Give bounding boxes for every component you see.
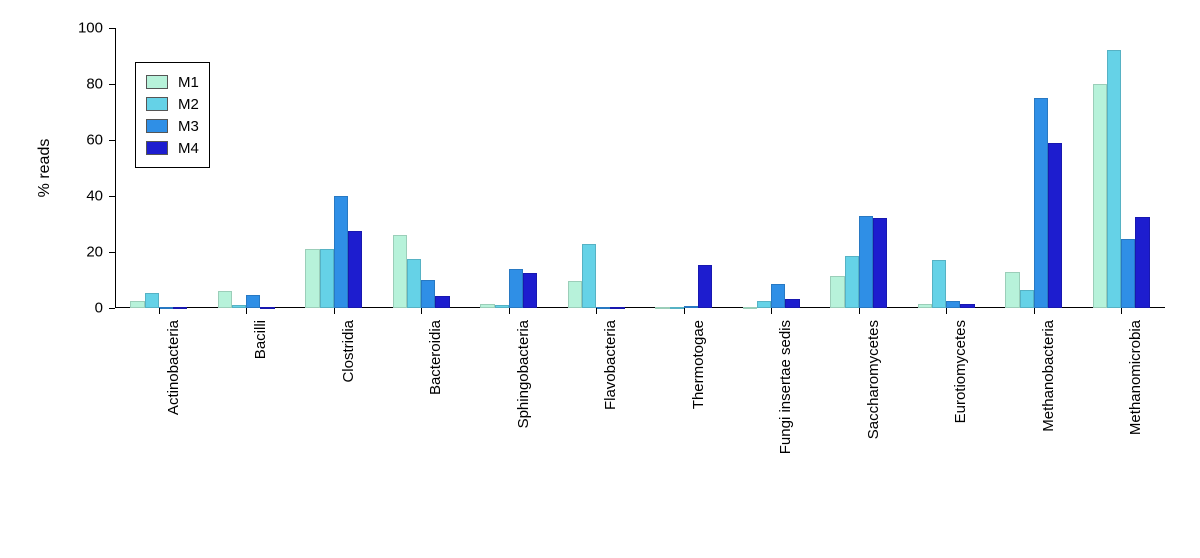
bar bbox=[260, 307, 274, 309]
legend-item: M3 bbox=[146, 115, 199, 137]
legend-item: M4 bbox=[146, 137, 199, 159]
x-tick bbox=[771, 308, 772, 314]
plot-area bbox=[115, 28, 1165, 308]
bar bbox=[218, 291, 232, 308]
bar bbox=[320, 249, 334, 308]
bar bbox=[757, 301, 771, 308]
x-tick-label: Fungi insertae sedis bbox=[777, 320, 794, 520]
y-tick-label: 60 bbox=[0, 132, 103, 149]
legend-label: M1 bbox=[178, 74, 199, 91]
bar bbox=[596, 307, 610, 309]
bar bbox=[873, 218, 887, 308]
bar bbox=[582, 244, 596, 308]
bar bbox=[145, 293, 159, 308]
x-tick bbox=[859, 308, 860, 314]
bar bbox=[421, 280, 435, 308]
bar bbox=[159, 307, 173, 309]
bar bbox=[334, 196, 348, 308]
bar bbox=[480, 304, 494, 308]
y-tick-label: 20 bbox=[0, 244, 103, 261]
bar bbox=[435, 296, 449, 308]
legend-item: M1 bbox=[146, 71, 199, 93]
x-tick bbox=[596, 308, 597, 314]
legend-swatch bbox=[146, 97, 168, 111]
bar bbox=[1135, 217, 1149, 308]
y-tick bbox=[109, 308, 115, 309]
bar bbox=[130, 301, 144, 308]
bar bbox=[232, 305, 246, 308]
x-tick bbox=[246, 308, 247, 314]
bar bbox=[845, 256, 859, 308]
legend-swatch bbox=[146, 75, 168, 89]
bar bbox=[830, 276, 844, 308]
bar bbox=[348, 231, 362, 308]
bar bbox=[1107, 50, 1121, 308]
bar bbox=[173, 307, 187, 309]
y-tick bbox=[109, 252, 115, 253]
x-tick-label: Actinobacteria bbox=[165, 320, 182, 520]
bar bbox=[684, 306, 698, 308]
x-tick-label: Bacilli bbox=[252, 320, 269, 520]
bar bbox=[407, 259, 421, 308]
bar bbox=[495, 305, 509, 308]
x-tick bbox=[159, 308, 160, 314]
bar bbox=[960, 304, 974, 308]
bar bbox=[393, 235, 407, 308]
legend-label: M4 bbox=[178, 140, 199, 157]
bar bbox=[785, 299, 799, 308]
bar bbox=[918, 304, 932, 308]
chart-container: % reads M1M2M3M4 020406080100Actinobacte… bbox=[0, 0, 1200, 558]
legend-item: M2 bbox=[146, 93, 199, 115]
x-tick bbox=[1121, 308, 1122, 314]
bar bbox=[932, 260, 946, 308]
bar bbox=[246, 295, 260, 308]
y-tick bbox=[109, 196, 115, 197]
x-tick-label: Saccharomycetes bbox=[865, 320, 882, 520]
bar bbox=[1020, 290, 1034, 308]
x-tick-label: Methanomicrobia bbox=[1127, 320, 1144, 520]
bar bbox=[655, 307, 669, 309]
legend: M1 M2 M3 M4 bbox=[135, 62, 210, 168]
bar bbox=[523, 273, 537, 308]
bar bbox=[670, 307, 684, 309]
bar bbox=[698, 265, 712, 308]
x-tick bbox=[1034, 308, 1035, 314]
x-tick bbox=[509, 308, 510, 314]
bar bbox=[568, 281, 582, 308]
x-tick bbox=[946, 308, 947, 314]
bar bbox=[509, 269, 523, 308]
y-tick-label: 40 bbox=[0, 188, 103, 205]
x-tick-label: Clostridia bbox=[340, 320, 357, 520]
x-tick-label: Thermotogae bbox=[690, 320, 707, 520]
legend-label: M3 bbox=[178, 118, 199, 135]
bar bbox=[1048, 143, 1062, 308]
x-tick-label: Methanobacteria bbox=[1040, 320, 1057, 520]
bar bbox=[305, 249, 319, 308]
y-tick bbox=[109, 140, 115, 141]
y-tick-label: 0 bbox=[0, 300, 103, 317]
bar bbox=[771, 284, 785, 308]
bar bbox=[1121, 239, 1135, 308]
x-tick bbox=[334, 308, 335, 314]
x-tick-label: Eurotiomycetes bbox=[952, 320, 969, 520]
y-tick bbox=[109, 28, 115, 29]
x-tick-label: Bacteroidia bbox=[427, 320, 444, 520]
x-tick-label: Flavobacteria bbox=[602, 320, 619, 520]
x-tick-label: Sphingobacteria bbox=[515, 320, 532, 520]
bar bbox=[1005, 272, 1019, 308]
y-tick-label: 100 bbox=[0, 20, 103, 37]
x-tick bbox=[421, 308, 422, 314]
bar bbox=[1093, 84, 1107, 308]
bar bbox=[859, 216, 873, 308]
bar bbox=[743, 307, 757, 309]
y-tick-label: 80 bbox=[0, 76, 103, 93]
bar bbox=[1034, 98, 1048, 308]
y-tick bbox=[109, 84, 115, 85]
bar bbox=[610, 307, 624, 309]
legend-swatch bbox=[146, 141, 168, 155]
legend-swatch bbox=[146, 119, 168, 133]
legend-label: M2 bbox=[178, 96, 199, 113]
bar bbox=[946, 301, 960, 308]
x-tick bbox=[684, 308, 685, 314]
